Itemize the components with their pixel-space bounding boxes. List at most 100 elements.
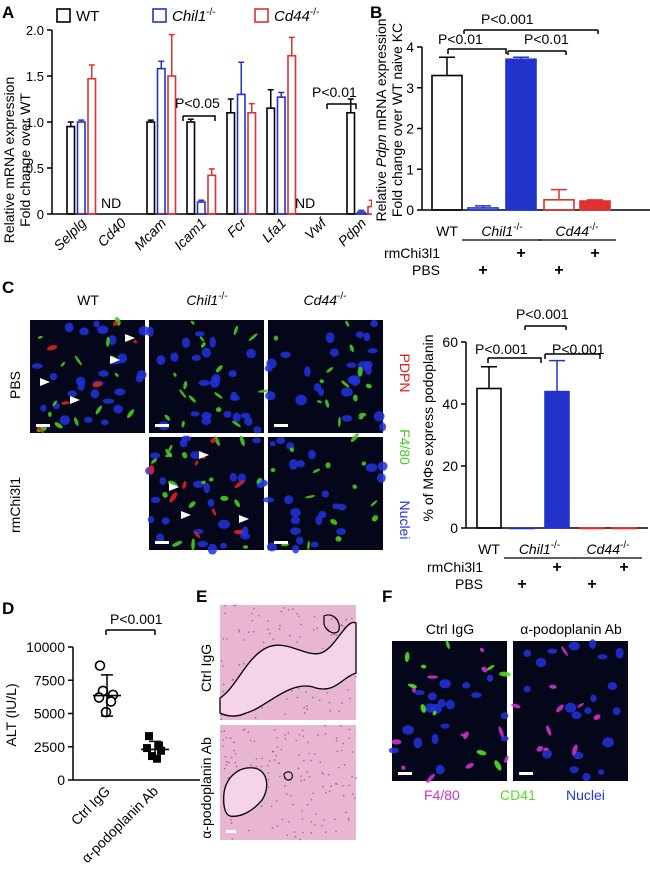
micro-c-chil1-rm-cell [194,460,199,466]
micro-e-ab-cell [310,820,313,823]
micro-f-ctrl-cell [460,733,466,737]
row-label-c-pbs: PBS [455,576,483,592]
micro-e-ab-cell [255,766,258,768]
legend-f-f480: F4/80 [424,787,460,803]
micro-c-wt-pbs-scalebar [36,424,50,427]
micro-f-ab-nucleus [569,766,579,774]
micro-e-ab-cell [266,764,269,767]
micro-e-ab-necrosis2 [283,771,293,781]
panel-label-f: F [382,587,392,606]
micro-c-chil1-rm-cell [201,480,206,485]
micro-e-ctrl-cell [220,718,223,721]
micro-c-cd44-pbs-cell [353,394,358,402]
micro-f-ctrl-nucleus [430,703,442,715]
micro-e-ab-cell [287,732,290,735]
micro-e-ab-cell [335,739,338,742]
micro-c-chil1-rm-cell [214,435,220,446]
micro-c-wt-pbs-nucleus [97,325,109,335]
micro-e-ab-cell [242,729,245,731]
errbar-a [347,98,354,113]
micro-f-ab-cell [543,747,549,751]
micro-c-chil1-rm-cell [211,508,217,516]
micro-e-ctrl-cell [247,631,250,634]
micro-e-ctrl-cell [231,679,234,681]
micro-c-chil1-rm-cell [256,477,262,484]
bars-a [66,33,372,215]
micro-c-wt-pbs-arrowhead [125,334,135,342]
points-d [93,660,169,763]
bar-a [146,121,156,215]
micro-c-chil1-pbs-nucleus [232,412,241,423]
micro-c-chil1-rm-cell [220,495,229,501]
micro-c-chil1-rm-cell [194,531,201,539]
micro-c-cd44-rm-nucleus [337,503,347,511]
micro-e-ab-cell [324,791,327,794]
micro-c-cd44-rm-nucleus [308,449,316,460]
micro-c-chil1-pbs-nucleus [191,354,201,362]
micro-f-ctrl-cell [404,651,410,663]
micro-f-ab-nucleus [568,641,580,651]
micro-c-wt-pbs-cell [54,422,63,429]
micro-c-chil1-rm-nucleus [220,542,227,549]
micro-c-cd44-rm-nucleus [276,436,286,445]
micro-e-ctrl-cell [224,612,227,615]
micro-c-wt-pbs-cell [133,339,138,344]
micro-e-ctrl-cell [282,606,285,609]
micro-e-ctrl-necrosis [219,622,357,717]
micro-e-ctrl-cell [234,604,237,607]
micro-e-ctrl-cell [345,618,348,621]
micro-f-ctrl-cell [401,765,406,770]
micro-e-ctrl-cell [222,637,225,640]
micro-c-chil1-pbs-nucleus [198,379,211,386]
b-ytick-label: 2 [406,121,414,137]
errbar-a [158,60,165,69]
micro-e-ab-cell [313,824,316,826]
c-ytick-label: 20 [442,458,458,474]
micro-e-ctrl-cell [346,688,349,691]
micro-e-ab-cell [321,825,323,827]
micro-c-cd44-pbs-nucleus [329,348,339,357]
micro-e-ab-cell [334,782,337,785]
micro-f-ctrl-nucleus [431,733,439,745]
micro-e-ctrl-cell [316,627,319,630]
micro-c-cd44-pbs-nucleus [264,365,273,372]
micro-c-wt-pbs-nucleus [40,404,47,412]
bar-b [543,199,575,211]
micro-e-ab-cell [330,785,333,787]
micro-e-ab-cell [273,759,276,761]
micro-e-ab-cell [324,724,327,727]
micro-c-chil1-rm-cell [234,480,245,489]
micro-e-ctrl-cell [238,664,241,666]
bar-a [236,93,246,215]
micro-e-ab-cell [250,764,253,767]
micro-c-wt-pbs-nucleus [67,390,77,397]
micro-e-ab-cell [225,764,228,767]
micro-e-ab-cell [319,761,322,764]
micro-c-wt-pbs-nucleus [84,416,93,423]
a-ytick-label: 1.0 [26,115,44,130]
micro-e-ab-cell [337,766,340,769]
micro-f-ab-nucleus [615,647,624,659]
legend-a-chil1: Chil1-/- [172,7,216,25]
micro-c-cd44-pbs-cell [345,320,350,327]
micro-c-wt-pbs-cell [74,355,82,366]
micro-c-chil1-rm-nucleus [192,480,204,489]
micro-e-ab-cell [276,736,278,739]
micro-e-ab-cell [347,817,350,819]
micro-f-ctrl-cell [420,704,427,713]
micro-c-cd44-rm-nucleus [377,461,388,472]
micro-f-ab-nucleus [607,682,618,691]
micro-e-ab-cell [317,734,320,737]
micro-f-ctrl-cell [432,710,437,716]
micro-c-chil1-rm-cell [148,464,155,475]
micro-e-ab-cell [348,728,351,731]
panel-b: B Relative Pdpn mRNA expression Fold cha… [370,3,650,275]
micro-e-images [219,604,357,841]
point-ctrl [105,696,117,707]
micro-c-wt-pbs-nucleus [31,363,43,369]
micro-c-cd44-pbs-nucleus [304,366,311,377]
micro-f-ctrl-nucleus [471,692,482,699]
micro-e-ctrl-cell [312,628,315,631]
micro-c-wt-pbs-arrowhead [40,378,50,386]
panel-label-a: A [2,3,14,22]
